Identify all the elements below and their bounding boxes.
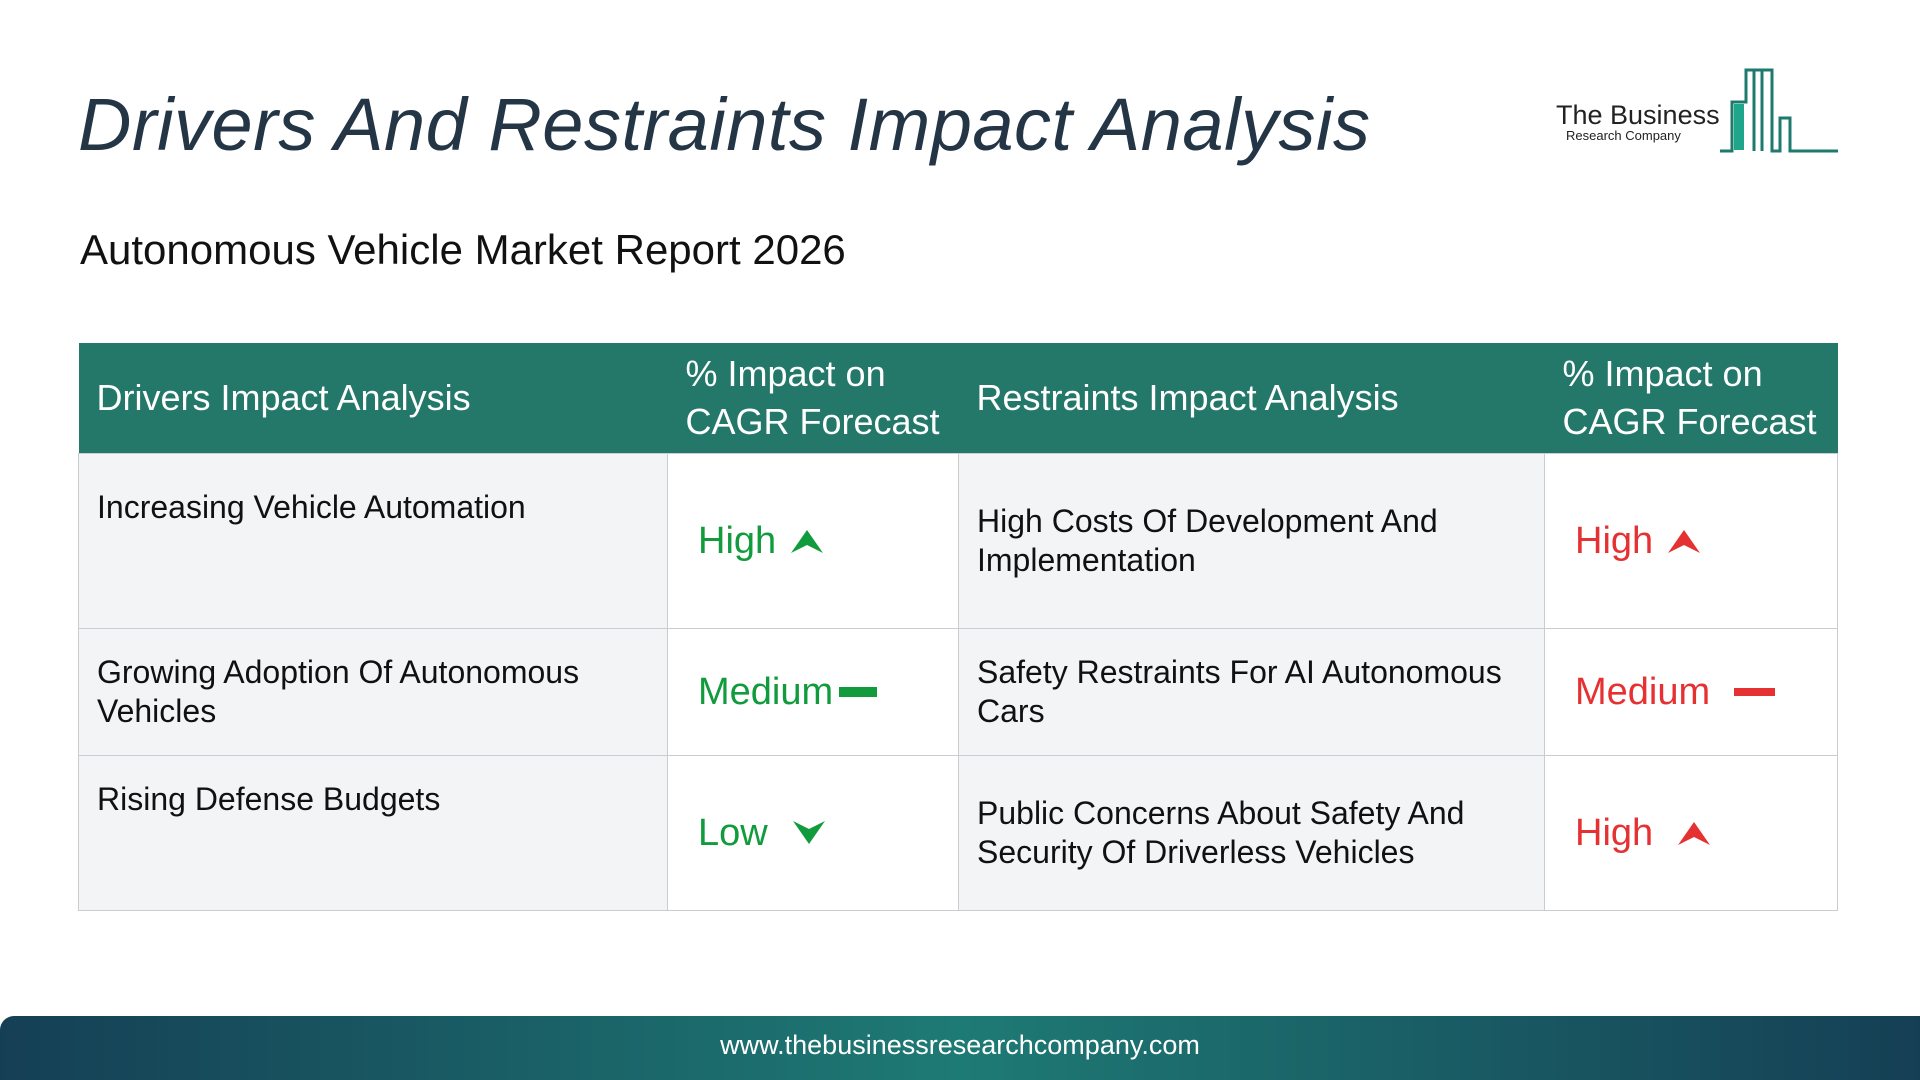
restraint-cell: High Costs Of Development And Implementa… bbox=[958, 453, 1545, 629]
dash-icon bbox=[1734, 686, 1776, 698]
restraint-level-cell: High bbox=[1544, 755, 1838, 911]
driver-cell: Growing Adoption Of Autonomous Vehicles bbox=[78, 628, 668, 756]
report-subtitle: Autonomous Vehicle Market Report 2026 bbox=[80, 226, 846, 273]
restraint-level-label: Medium bbox=[1575, 670, 1711, 713]
restraint-level-label: High bbox=[1575, 519, 1654, 562]
drivers-impact-column-header: % Impact on CAGR Forecast bbox=[667, 343, 959, 454]
restraint-cell: Public Concerns About Safety And Securit… bbox=[958, 755, 1545, 911]
driver-cell: Increasing Vehicle Automation bbox=[78, 453, 668, 629]
arrow-up-icon bbox=[1677, 820, 1711, 846]
restraints-impact-column-header: % Impact on CAGR Forecast bbox=[1544, 343, 1838, 454]
logo-tagline: Research Company bbox=[1566, 128, 1681, 143]
impact-table: Drivers Impact Analysis % Impact on CAGR… bbox=[78, 343, 1838, 911]
bar-chart-building-icon bbox=[1720, 68, 1838, 153]
table-row: Increasing Vehicle Automation High High … bbox=[78, 453, 1838, 629]
table-row: Growing Adoption Of Autonomous Vehicles … bbox=[78, 628, 1838, 756]
driver-level-label: High bbox=[698, 519, 777, 562]
table-row: Rising Defense Budgets Low Public Concer… bbox=[78, 755, 1838, 911]
logo-name: The Business bbox=[1556, 100, 1720, 130]
page-title: Drivers And Restraints Impact Analysis bbox=[78, 83, 1371, 166]
drivers-column-header: Drivers Impact Analysis bbox=[78, 343, 668, 454]
driver-level-label: Low bbox=[698, 811, 768, 854]
restraints-column-header: Restraints Impact Analysis bbox=[958, 343, 1545, 454]
driver-cell: Rising Defense Budgets bbox=[78, 755, 668, 911]
restraint-level-label: High bbox=[1575, 811, 1654, 854]
table-header-row: Drivers Impact Analysis % Impact on CAGR… bbox=[78, 343, 1838, 454]
driver-level-cell: High bbox=[667, 453, 959, 629]
company-logo: The Business Research Company bbox=[1550, 66, 1840, 156]
restraint-level-cell: Medium bbox=[1544, 628, 1838, 756]
dash-icon bbox=[837, 686, 879, 698]
restraint-cell: Safety Restraints For AI Autonomous Cars bbox=[958, 628, 1545, 756]
footer-bar: www.thebusinessresearchcompany.com bbox=[0, 1016, 1920, 1080]
driver-level-label: Medium bbox=[698, 670, 834, 713]
arrow-down-icon bbox=[792, 820, 826, 846]
restraint-level-cell: High bbox=[1544, 453, 1838, 629]
arrow-up-icon bbox=[1667, 528, 1701, 554]
arrow-up-icon bbox=[790, 528, 824, 554]
driver-level-cell: Low bbox=[667, 755, 959, 911]
driver-level-cell: Medium bbox=[667, 628, 959, 756]
footer-website-link[interactable]: www.thebusinessresearchcompany.com bbox=[720, 1030, 1200, 1060]
